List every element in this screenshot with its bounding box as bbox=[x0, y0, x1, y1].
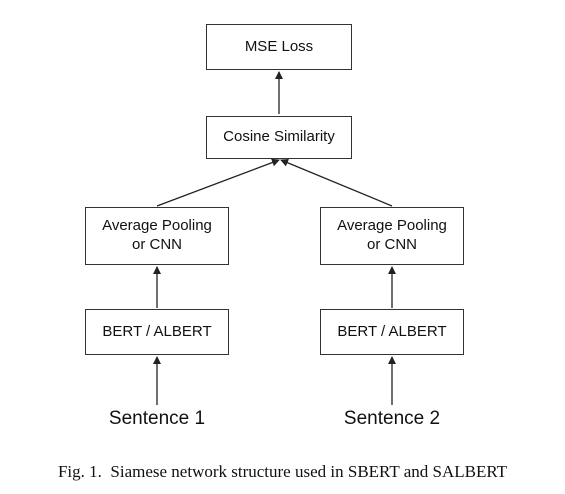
pooling-left-box: Average Pooling or CNN bbox=[85, 207, 229, 265]
pooling-right-label: Average Pooling or CNN bbox=[337, 217, 447, 253]
bert-right-box: BERT / ALBERT bbox=[320, 309, 464, 355]
figure-caption: Fig. 1. Siamese network structure used i… bbox=[57, 462, 508, 481]
arrow-pooling-left-to-cosine bbox=[156, 158, 280, 207]
bert-right-label: BERT / ALBERT bbox=[337, 322, 447, 340]
bert-left-label: BERT / ALBERT bbox=[102, 322, 212, 340]
sentence-2-label: Sentence 2 bbox=[343, 408, 441, 429]
sentence-1-label: Sentence 1 bbox=[108, 408, 206, 429]
mse-loss-box: MSE Loss bbox=[206, 24, 352, 70]
mse-loss-label: MSE Loss bbox=[244, 37, 314, 55]
bert-left-box: BERT / ALBERT bbox=[85, 309, 229, 355]
pooling-left-label: Average Pooling or CNN bbox=[102, 217, 212, 253]
arrow-pooling-right-to-cosine bbox=[280, 158, 393, 207]
cosine-similarity-box: Cosine Similarity bbox=[206, 116, 352, 159]
pooling-right-box: Average Pooling or CNN bbox=[320, 207, 464, 265]
cosine-similarity-label: Cosine Similarity bbox=[223, 128, 335, 146]
